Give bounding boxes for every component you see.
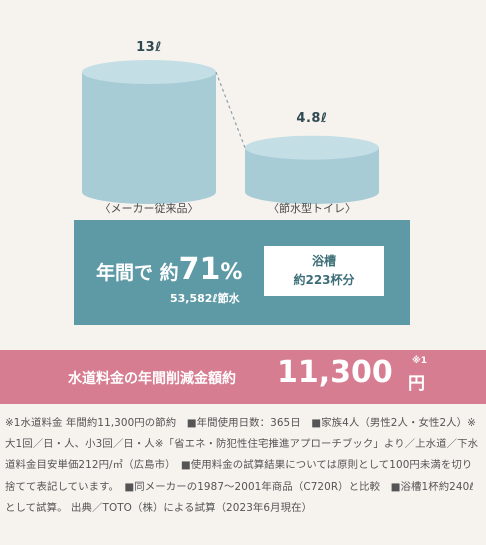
cost-saving-value: 11,300	[277, 355, 393, 390]
cylinder-top	[82, 60, 216, 84]
cost-saving-label: 水道料金の年間削減金額約	[68, 371, 236, 387]
cost-unit: 円	[408, 374, 425, 394]
cost-saving-bar: 水道料金の年間削減金額約 11,300 ※1 円	[0, 350, 486, 404]
cylinder-body	[82, 72, 216, 204]
annual-saving-amount: 53,582ℓ節水	[170, 292, 240, 305]
annual-saving-percent: 年間で 約71%	[96, 252, 242, 287]
cylinder-chart	[82, 60, 379, 204]
value-label-water-saving: 4.8ℓ	[296, 111, 328, 126]
annual-saving-panel: 年間で 約71% 53,582ℓ節水 浴槽 約223杯分	[74, 220, 410, 325]
water-usage-chart: 13ℓ 4.8ℓ 〈メーカー従来品〉 〈節水型トイレ〉 年間で 約71% 53,…	[74, 40, 410, 325]
cylinder-body	[245, 147, 379, 204]
category-label-conventional: 〈メーカー従来品〉	[99, 202, 199, 215]
bathtub-count: 約223杯分	[293, 273, 355, 287]
cylinder-conventional	[82, 60, 216, 204]
category-label-water-saving: 〈節水型トイレ〉	[268, 202, 356, 215]
percent-value: 71	[178, 252, 221, 287]
percent-unit: %	[220, 260, 243, 285]
cylinder-top	[245, 135, 379, 160]
footnote-text: ※1水道料金 年間約11,300円の節約 ■年間使用日数：365日 ■家族4人（…	[5, 417, 479, 514]
cost-note-mark: ※1	[412, 356, 428, 366]
value-label-conventional: 13ℓ	[136, 40, 162, 55]
bathtub-label: 浴槽	[311, 254, 336, 268]
dashed-connector	[215, 71, 246, 148]
annual-prefix: 年間で 約	[96, 262, 179, 284]
cylinder-water-saving	[245, 135, 379, 204]
bathtub-equivalent-box: 浴槽 約223杯分	[264, 246, 384, 296]
